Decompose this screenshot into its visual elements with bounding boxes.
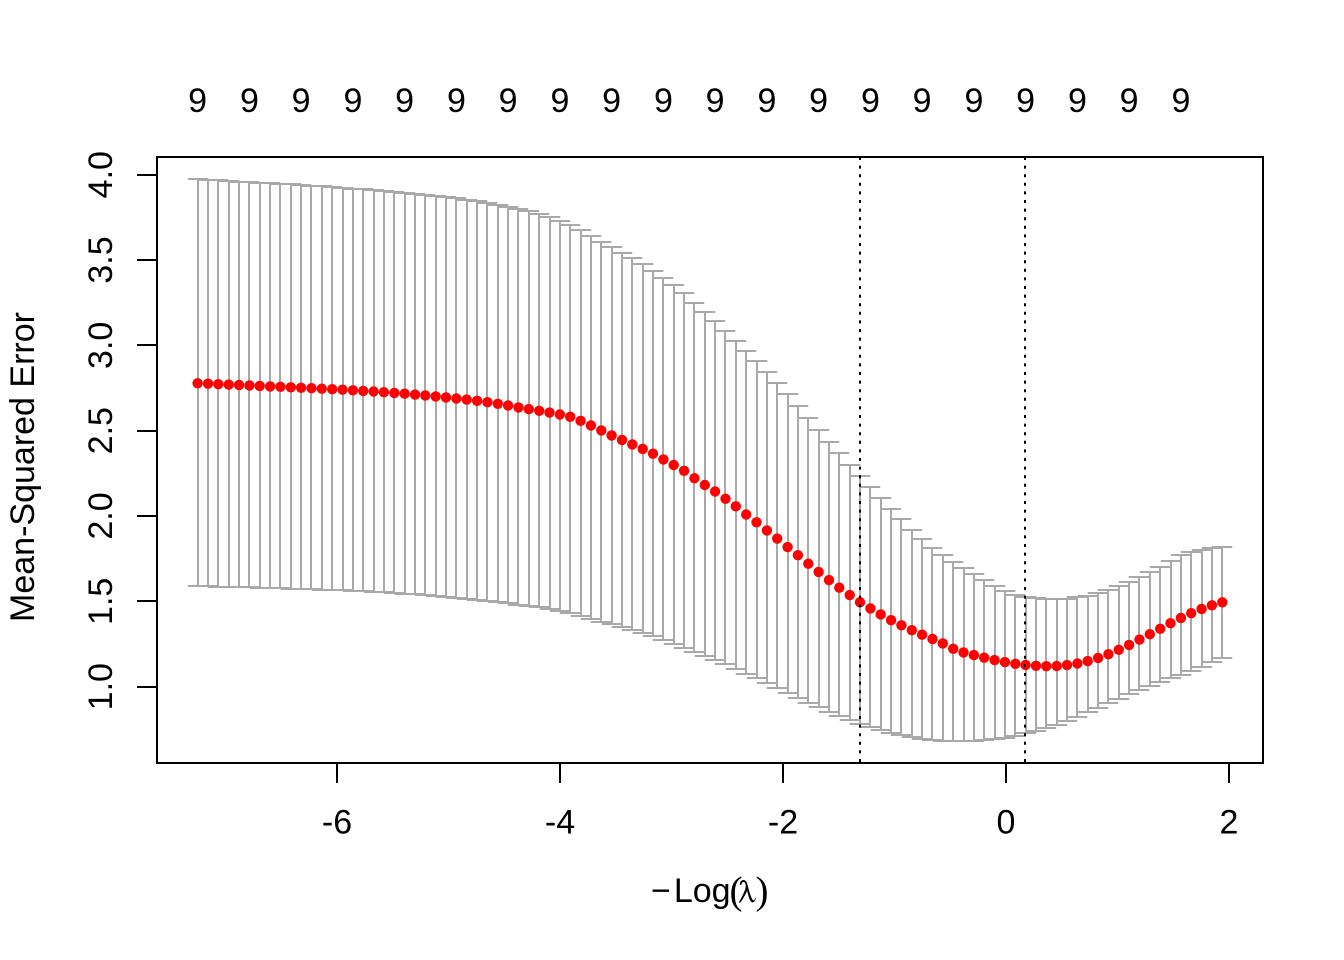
svg-text:1.5: 1.5 — [82, 578, 120, 625]
svg-text:9: 9 — [447, 82, 466, 120]
svg-text:9: 9 — [913, 82, 932, 120]
svg-text:9: 9 — [1068, 82, 1087, 120]
svg-text:9: 9 — [861, 82, 880, 120]
svg-text:9: 9 — [654, 82, 673, 120]
svg-text:9: 9 — [602, 82, 621, 120]
svg-text:Mean-Squared Error: Mean-Squared Error — [4, 312, 42, 622]
svg-text:2: 2 — [1220, 804, 1239, 842]
svg-text:9: 9 — [1016, 82, 1035, 120]
svg-text:1.0: 1.0 — [82, 663, 120, 710]
svg-text:9: 9 — [292, 82, 311, 120]
svg-text:9: 9 — [964, 82, 983, 120]
svg-text:-2: -2 — [768, 804, 798, 842]
svg-text:9: 9 — [1120, 82, 1139, 120]
svg-text:9: 9 — [809, 82, 828, 120]
svg-text:9: 9 — [499, 82, 518, 120]
svg-text:9: 9 — [706, 82, 725, 120]
svg-text:9: 9 — [188, 82, 207, 120]
svg-text:0: 0 — [997, 804, 1016, 842]
svg-text:9: 9 — [550, 82, 569, 120]
svg-text:-4: -4 — [545, 804, 575, 842]
svg-text:9: 9 — [395, 82, 414, 120]
svg-text:2.0: 2.0 — [82, 492, 120, 539]
svg-text:): ) — [756, 869, 769, 912]
svg-text:3.5: 3.5 — [82, 236, 120, 283]
svg-text:4.0: 4.0 — [82, 151, 120, 198]
svg-text:9: 9 — [240, 82, 259, 120]
svg-text:−Log: −Log — [651, 872, 731, 910]
svg-text:-6: -6 — [322, 804, 352, 842]
svg-text:9: 9 — [343, 82, 362, 120]
svg-text:3.0: 3.0 — [82, 322, 120, 369]
svg-text:9: 9 — [1171, 82, 1190, 120]
svg-text:(: ( — [730, 869, 743, 912]
svg-text:2.5: 2.5 — [82, 407, 120, 454]
svg-text:9: 9 — [757, 82, 776, 120]
